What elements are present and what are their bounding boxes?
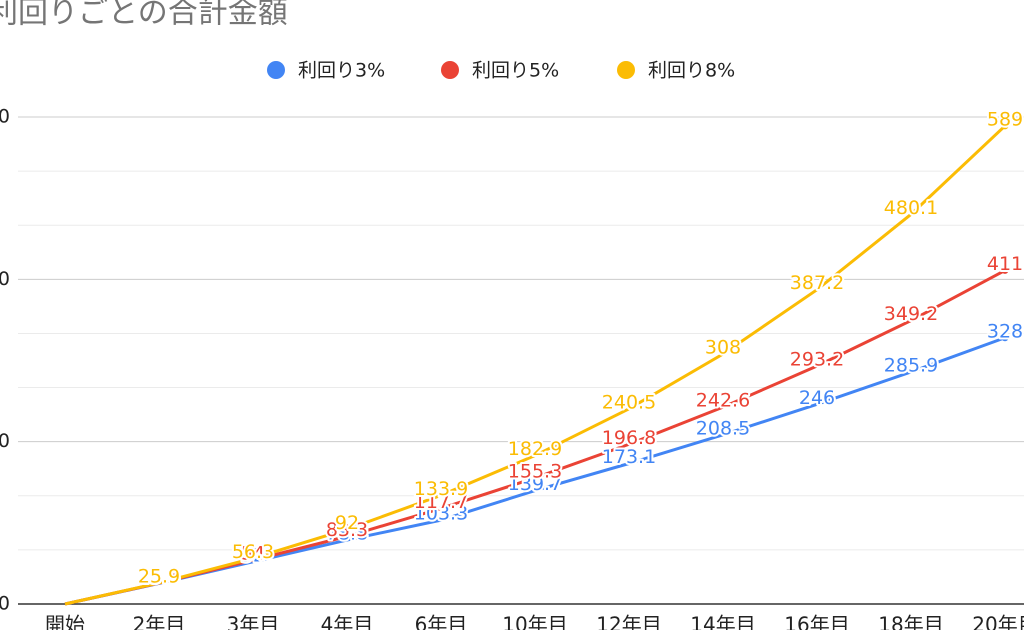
data-label: 182.9 bbox=[508, 438, 562, 460]
data-label: 25.4 bbox=[138, 566, 180, 588]
x-tick-label: 4年目 bbox=[321, 613, 374, 630]
end-point bbox=[1001, 334, 1009, 342]
legend-label: 利回り5% bbox=[472, 60, 559, 82]
data-label: 411 bbox=[987, 253, 1023, 275]
data-label: 589 bbox=[987, 108, 1023, 130]
x-tick-label: 2年目 bbox=[133, 613, 186, 630]
legend-label: 利回り3% bbox=[298, 60, 385, 82]
data-label: 240.5 bbox=[602, 391, 656, 413]
data-label: 480.1 bbox=[884, 197, 938, 219]
chart-title: 利回りごとの合計金額 bbox=[0, 0, 288, 31]
data-label: 349.2 bbox=[884, 303, 938, 325]
legend-label: 利回り8% bbox=[648, 60, 735, 82]
x-tick-label: 3年目 bbox=[227, 613, 280, 630]
y-tick-label: 200 bbox=[0, 430, 10, 452]
y-tick-label: 400 bbox=[0, 268, 10, 290]
data-label: 155.3 bbox=[508, 460, 562, 482]
data-label: 387.2 bbox=[790, 272, 844, 294]
end-point bbox=[1001, 122, 1009, 130]
end-point bbox=[1001, 266, 1009, 274]
data-label: 246 bbox=[799, 387, 835, 409]
data-label: 285.9 bbox=[884, 354, 938, 376]
data-label: 242.6 bbox=[696, 390, 750, 412]
x-tick-label: 6年目 bbox=[415, 613, 468, 630]
data-label: 328 bbox=[987, 320, 1023, 342]
x-tick-label: 18年目 bbox=[878, 613, 943, 630]
data-label: 54 bbox=[241, 543, 265, 565]
data-label: 117.7 bbox=[414, 491, 468, 513]
x-tick-label: 10年目 bbox=[502, 613, 567, 630]
x-tick-label: 20年目 bbox=[972, 613, 1024, 630]
x-tick-label: 12年目 bbox=[596, 613, 661, 630]
data-label: 78.8 bbox=[326, 523, 368, 545]
data-label: 56.3 bbox=[232, 541, 274, 563]
x-tick-label: 14年目 bbox=[690, 613, 755, 630]
data-label: 173.1 bbox=[602, 446, 656, 468]
data-label: 196.8 bbox=[602, 427, 656, 449]
data-label: 83.3 bbox=[326, 519, 368, 541]
y-tick-label: 0 bbox=[0, 593, 10, 615]
data-label: 25.6 bbox=[138, 566, 180, 588]
data-label: 293.2 bbox=[790, 349, 844, 371]
y-tick-label: 600 bbox=[0, 106, 10, 128]
data-label: 25.9 bbox=[138, 565, 180, 587]
data-label: 92 bbox=[335, 512, 359, 534]
data-label: 103.3 bbox=[414, 503, 468, 525]
data-label: 208.5 bbox=[696, 417, 750, 439]
data-label: 52 bbox=[241, 544, 265, 566]
data-label: 308 bbox=[705, 337, 741, 359]
data-label: 133.9 bbox=[414, 478, 468, 500]
legend-marker bbox=[617, 61, 635, 79]
series-line bbox=[64, 124, 1007, 606]
x-tick-label: 開始 bbox=[45, 613, 85, 630]
legend-marker bbox=[441, 61, 459, 79]
legend-marker bbox=[267, 61, 285, 79]
x-tick-label: 16年目 bbox=[784, 613, 849, 630]
data-label: 139.7 bbox=[508, 473, 562, 495]
